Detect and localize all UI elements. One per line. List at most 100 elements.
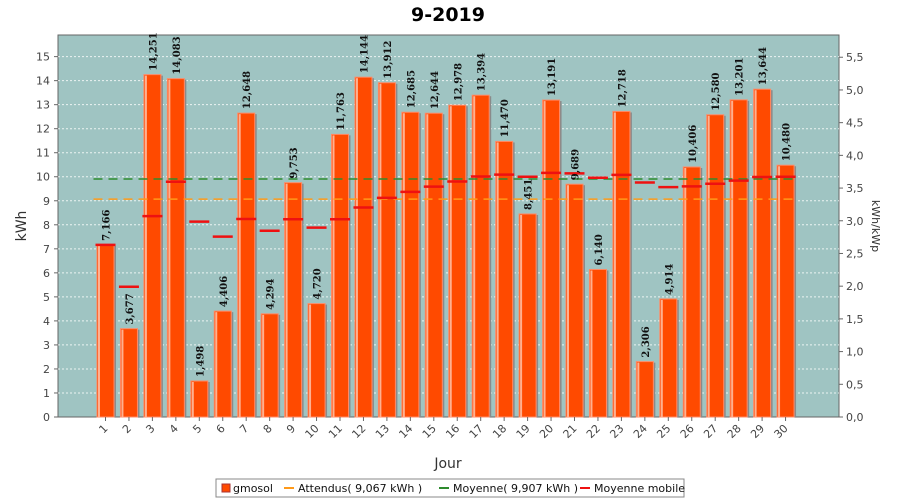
data-label: 10,480	[782, 123, 793, 161]
y2-tick-label: 3,5	[846, 182, 864, 195]
data-label: 14,083	[172, 36, 183, 74]
bar-highlight	[402, 113, 405, 418]
bar-highlight	[379, 83, 382, 417]
legend-box	[215, 478, 685, 498]
legend-label: Moyenne( 9,907 kWh )	[453, 482, 578, 495]
y-tick-label: 9	[43, 195, 50, 208]
y-tick-label: 5	[43, 291, 50, 304]
x-tick-label: 14	[396, 422, 415, 441]
data-label: 6,140	[594, 234, 605, 265]
y2-tick-label: 2,5	[846, 247, 864, 260]
data-label: 4,406	[219, 276, 230, 307]
x-tick-label: 1	[96, 422, 110, 436]
data-label: 8,451	[524, 179, 535, 210]
data-label: 4,720	[313, 268, 324, 299]
data-label: 14,251	[148, 32, 159, 70]
x-tick-label: 18	[490, 422, 509, 441]
x-tick-label: 21	[561, 422, 580, 441]
y2-tick-label: 4,0	[846, 149, 864, 162]
bar-highlight	[590, 270, 593, 417]
x-tick-label: 7	[237, 422, 251, 436]
legend: gmosol Attendus( 9,067 kWh ) Moyenne( 9,90…	[215, 478, 685, 498]
bar-highlight	[496, 142, 499, 417]
y2-axis-label: kWh/kWp	[869, 200, 882, 252]
bar-highlight	[426, 114, 429, 417]
x-tick-label: 11	[326, 422, 345, 441]
x-tick-label: 29	[748, 422, 767, 441]
bar-highlight	[567, 185, 569, 417]
data-label: 9,689	[571, 149, 582, 180]
data-label: 12,978	[453, 63, 464, 101]
y-axis-right: 0,0 0,5 1,0 1,5 2,0 2,5 3,0 3,5 4,0 4,5 5,0 5,5	[839, 51, 864, 424]
y-tick-label: 10	[36, 171, 50, 184]
data-label: 13,191	[547, 58, 558, 96]
y2-tick-label: 1,5	[846, 313, 864, 326]
y-tick-label: 12	[36, 123, 50, 136]
data-label: 13,201	[735, 58, 746, 96]
data-label: 4,914	[664, 264, 675, 295]
x-axis-label: Jour	[433, 456, 462, 472]
y2-tick-label: 1,0	[846, 346, 864, 359]
x-tick-label: 3	[143, 422, 157, 436]
bar-highlight	[754, 90, 757, 418]
x-tick-label: 19	[514, 422, 533, 441]
bar-highlight	[215, 312, 218, 417]
legend-swatch-bar	[221, 483, 231, 493]
bar-highlight	[449, 106, 452, 417]
chart-title: 9-2019	[411, 4, 485, 26]
y2-tick-label: 5,5	[846, 51, 864, 64]
data-label: 9,753	[289, 147, 300, 178]
x-tick-label: 13	[373, 422, 392, 441]
data-label: 1,498	[195, 346, 206, 377]
data-label: 4,294	[266, 278, 277, 309]
y-tick-label: 6	[43, 267, 50, 280]
x-tick-label: 8	[261, 422, 275, 436]
y-tick-label: 3	[43, 339, 50, 352]
x-tick-label: 28	[725, 422, 744, 441]
bar-highlight	[660, 299, 663, 417]
data-label: 13,394	[477, 53, 488, 91]
bar-highlight	[309, 304, 312, 417]
y-tick-label: 7	[43, 243, 50, 256]
x-tick-label: 17	[467, 422, 486, 441]
moving-average-markers	[95, 171, 796, 289]
legend-label: Moyenne mobile	[594, 482, 685, 495]
x-tick-label: 27	[701, 422, 720, 441]
data-label: 12,648	[242, 71, 253, 109]
x-axis: 1 2 3 4 5 6 7 8 9 10 11 12 13 14 15 16 17 18 19 20 21 22 23 24 2…	[96, 417, 791, 441]
y-tick-label: 14	[36, 75, 50, 88]
x-tick-label: 4	[167, 422, 181, 436]
bars	[96, 74, 797, 418]
bar-highlight	[613, 112, 616, 417]
data-label: 12,580	[711, 72, 722, 110]
data-label: 11,470	[500, 99, 511, 137]
bar-highlight	[707, 115, 710, 417]
y-tick-label: 13	[36, 99, 50, 112]
legend-label: Attendus( 9,067 kWh )	[298, 482, 422, 495]
bar-highlight	[168, 79, 171, 417]
bar-highlight	[121, 329, 124, 417]
x-tick-label: 5	[190, 422, 204, 436]
x-tick-label: 6	[214, 422, 228, 436]
x-tick-label: 30	[772, 422, 791, 441]
bar-highlight	[98, 245, 100, 417]
bar-highlight	[191, 382, 194, 417]
y2-tick-label: 3,0	[846, 215, 864, 228]
bar-highlight	[520, 214, 523, 417]
bar-highlight	[238, 114, 241, 417]
bar-highlight	[684, 167, 687, 417]
y-axis-label: kWh	[14, 211, 30, 242]
y2-tick-label: 0,5	[846, 378, 864, 391]
data-labels: 7,166 3,677 14,251 14,083 1,498 4,406 12,648 4,…	[102, 32, 793, 377]
y2-tick-label: 4,5	[846, 117, 864, 130]
x-tick-label: 10	[303, 422, 322, 441]
bar-highlight	[731, 100, 734, 417]
x-tick-label: 24	[631, 422, 650, 441]
bar-highlight	[285, 183, 288, 417]
y-tick-label: 15	[36, 51, 50, 64]
bar-highlight	[543, 101, 546, 417]
bar-highlight	[473, 96, 476, 418]
y2-tick-label: 2,0	[846, 280, 864, 293]
